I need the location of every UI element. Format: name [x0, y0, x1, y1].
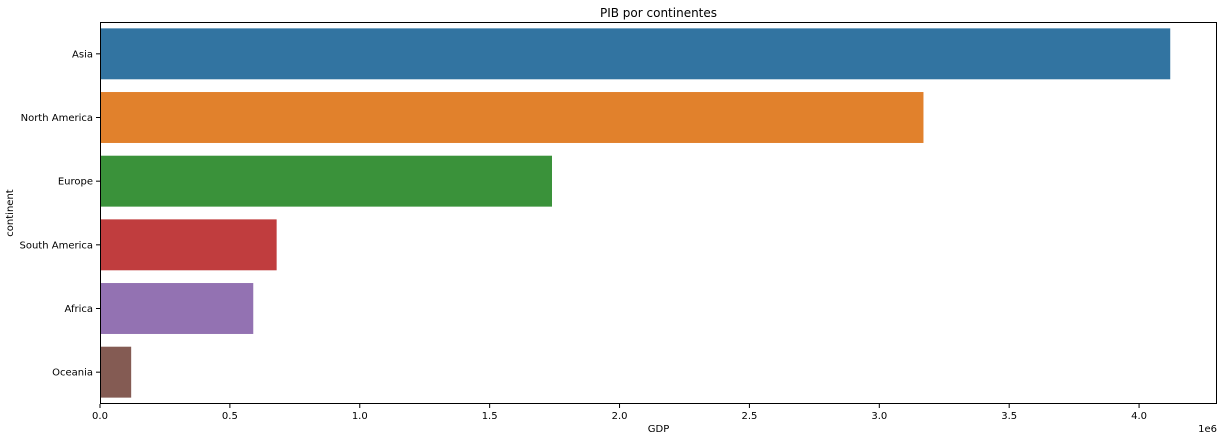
- y-tick-label: South America: [20, 240, 94, 251]
- x-tick-label: 1.0: [352, 411, 368, 422]
- x-tick-label: 0.0: [92, 411, 108, 422]
- x-tick-label: 2.5: [741, 411, 757, 422]
- y-axis-ticks: Asia North America Europe South America Afri…: [20, 49, 100, 379]
- y-tick-label: Africa: [64, 304, 93, 315]
- x-tick-label: 2.0: [612, 411, 628, 422]
- bar-north-america: [100, 92, 924, 143]
- x-tick-label: 1.5: [482, 411, 498, 422]
- bar-oceania: [100, 346, 132, 398]
- bar-asia: [100, 28, 1171, 80]
- x-axis-offset-label: 1e6: [1198, 424, 1217, 435]
- x-tick-label: 4.0: [1131, 411, 1147, 422]
- y-tick-label: North America: [21, 113, 93, 124]
- plot-frame: [100, 22, 1217, 404]
- bar-europe: [100, 155, 552, 207]
- y-tick-label: Asia: [72, 49, 93, 60]
- bar-south-america: [100, 219, 277, 271]
- x-axis-label: GDP: [648, 424, 669, 435]
- x-tick-label: 3.5: [1001, 411, 1017, 422]
- y-tick-label: Oceania: [52, 368, 93, 379]
- x-tick-label: 0.5: [222, 411, 238, 422]
- x-axis-ticks: 0.0 0.5 1.0 1.5 2.0 2.5 3.0 3.5 4.0: [92, 404, 1147, 422]
- x-tick-label: 3.0: [871, 411, 887, 422]
- chart-title: PIB por continentes: [600, 6, 717, 20]
- y-axis-label: continent: [5, 189, 16, 236]
- bars-group: [100, 28, 1171, 398]
- bar-africa: [100, 283, 254, 334]
- y-tick-label: Europe: [58, 177, 93, 188]
